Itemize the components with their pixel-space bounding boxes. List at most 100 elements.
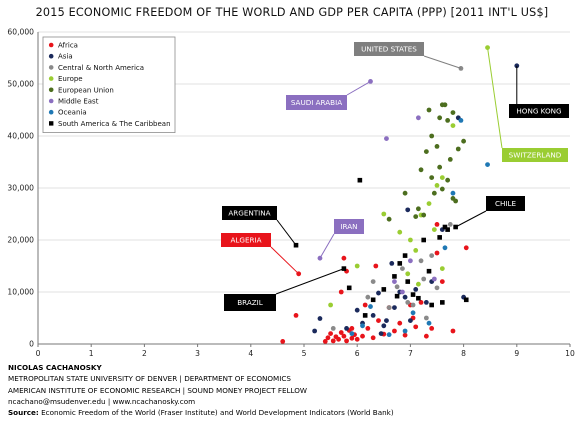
data-point	[354, 263, 360, 269]
data-point	[450, 190, 456, 196]
data-point	[450, 123, 456, 128]
data-point	[434, 250, 440, 256]
data-point	[434, 222, 440, 227]
data-point	[423, 315, 429, 321]
legend-label: Asia	[58, 53, 73, 61]
data-point	[378, 331, 384, 336]
data-point	[463, 245, 469, 251]
annotation-box	[509, 104, 569, 118]
data-point	[362, 302, 368, 308]
data-point	[413, 324, 419, 330]
data-point	[423, 300, 429, 305]
legend-marker	[48, 42, 54, 48]
annotation-label: ARGENTINA	[228, 209, 270, 218]
annotation-label: IRAN	[340, 222, 357, 231]
data-point	[344, 326, 349, 331]
data-point	[442, 102, 448, 108]
data-point	[485, 162, 490, 168]
data-point	[338, 330, 344, 335]
data-point	[349, 331, 355, 336]
y-tick-label: 20,000	[7, 236, 34, 245]
x-tick-label: 5	[302, 349, 307, 358]
data-point	[413, 287, 419, 292]
data-point	[429, 133, 435, 139]
x-tick-label: 3	[195, 349, 200, 358]
legend-label: Central & North America	[58, 64, 144, 72]
legend-marker	[48, 53, 54, 59]
data-point	[338, 289, 344, 295]
source-label: Source:	[8, 408, 39, 418]
data-point	[405, 207, 411, 213]
data-point	[415, 206, 421, 212]
data-point	[280, 339, 286, 344]
annotation-box	[334, 219, 364, 234]
data-point	[400, 266, 405, 271]
legend-label: Middle East	[58, 98, 99, 106]
data-point	[426, 201, 432, 207]
annotation-label: SWITZERLAND	[509, 151, 562, 160]
data-point	[362, 313, 368, 318]
x-tick-label: 2	[142, 349, 147, 358]
legend-label: European Union	[58, 86, 114, 94]
data-point	[442, 224, 448, 230]
legend-marker	[48, 65, 54, 70]
annotation-box	[221, 233, 271, 247]
data-point	[370, 279, 376, 284]
data-point	[442, 245, 448, 251]
data-point	[402, 294, 408, 300]
data-point	[455, 146, 461, 152]
data-point	[384, 318, 389, 323]
affiliation-line-2: AMERICAN INSTITUTE OF ECONOMIC RESEARCH …	[8, 385, 308, 395]
data-point	[437, 164, 443, 170]
y-tick-label: 30,000	[7, 184, 34, 193]
data-point	[423, 149, 429, 155]
data-point	[317, 316, 323, 321]
data-point	[418, 300, 424, 305]
data-point	[330, 326, 336, 331]
y-tick-label: 40,000	[7, 132, 34, 141]
legend: Africa Asia Central & North America Europe E…	[42, 36, 176, 133]
annotation-connector	[455, 210, 487, 228]
data-point	[410, 310, 416, 316]
legend-label: Europe	[58, 75, 83, 83]
data-point	[405, 271, 411, 277]
data-point	[341, 255, 347, 261]
author-name: NICOLAS CACHANOSKY	[8, 363, 102, 372]
annotation-box	[502, 148, 568, 162]
data-point	[437, 115, 443, 121]
legend-marker	[48, 87, 54, 93]
data-point	[394, 284, 400, 290]
data-point	[426, 107, 432, 113]
data-point	[336, 336, 341, 342]
data-point	[400, 289, 405, 295]
y-tick-label: 0	[29, 340, 34, 349]
data-point	[431, 227, 437, 233]
data-point	[392, 305, 397, 310]
source-line: Source: Economic Freedom of the World (F…	[8, 407, 578, 418]
data-point	[386, 305, 392, 310]
annotation-box	[286, 95, 347, 110]
data-point	[293, 242, 299, 248]
data-point	[453, 198, 459, 204]
data-point	[434, 144, 440, 149]
data-point	[373, 263, 379, 269]
data-point	[325, 335, 331, 341]
data-point	[421, 276, 427, 282]
annotation-connector	[319, 233, 335, 259]
data-point	[423, 333, 429, 339]
data-point	[349, 335, 355, 341]
data-point	[447, 222, 453, 227]
annotation-box	[354, 42, 424, 56]
data-point	[341, 333, 347, 339]
x-tick-label: 4	[248, 349, 253, 358]
annotation-box	[222, 206, 277, 220]
data-point	[370, 313, 376, 318]
data-point	[397, 320, 403, 326]
data-point	[368, 304, 373, 309]
data-point	[450, 328, 456, 334]
data-point	[392, 279, 397, 284]
data-point	[445, 227, 450, 232]
data-point	[437, 235, 442, 240]
data-point	[445, 177, 451, 183]
data-point	[328, 302, 333, 308]
